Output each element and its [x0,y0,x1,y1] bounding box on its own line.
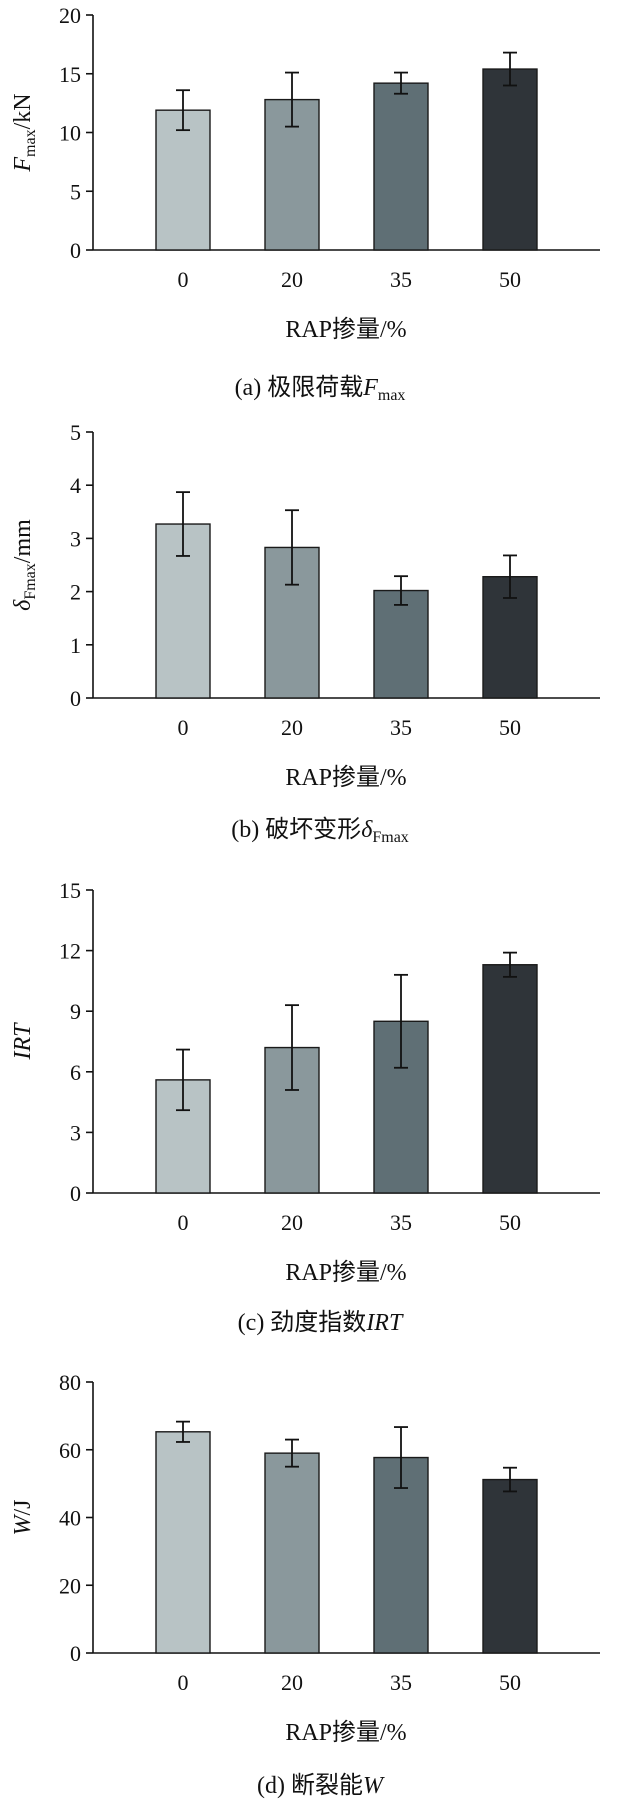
y-axis-title: W/J [10,1499,36,1535]
x-tick-label: 50 [499,715,521,740]
caption-symbol: F [362,375,378,401]
y-axis-title-symbol: IRT [10,1022,36,1061]
y-tick-label: 0 [70,238,81,263]
y-axis-title-symbol: F [10,157,36,173]
x-tick-label: 0 [178,1210,189,1235]
y-axis-title-symbol: W [10,1514,36,1536]
x-tick-label: 50 [499,267,521,292]
y-tick-label: 80 [59,1370,81,1395]
x-tick-label: 35 [390,1210,412,1235]
y-tick-label: 0 [70,1641,81,1666]
x-tick-label: 0 [178,715,189,740]
y-axis-title-unit: /J [10,1499,36,1515]
bar-0 [155,1431,211,1654]
x-tick-label: 35 [390,715,412,740]
y-tick-label: 5 [70,420,81,445]
caption-symbol: IRT [365,1310,404,1336]
y-axis-title-subscript: max [22,129,39,157]
x-tick-label: 35 [390,267,412,292]
x-tick-label: 0 [178,1670,189,1695]
caption-prefix: (d) 断裂能 [257,1772,363,1799]
x-axis-title: RAP掺量/% [285,316,406,343]
x-tick-label: 20 [281,1670,303,1695]
bar-50 [482,1478,538,1654]
y-axis-title-unit: /kN [10,93,36,129]
x-axis-title: RAP掺量/% [285,1719,406,1746]
y-axis-title: δFmax/mm [10,519,39,611]
y-tick-label: 15 [59,62,81,87]
y-tick-label: 1 [70,633,81,658]
caption-subscript: max [378,387,406,404]
y-tick-label: 40 [59,1506,81,1531]
y-tick-label: 15 [59,878,81,903]
y-tick-label: 20 [59,1573,81,1598]
y-tick-label: 12 [59,939,81,964]
caption-symbol: δ [361,817,373,843]
y-tick-label: 60 [59,1438,81,1463]
y-tick-label: 3 [70,1120,81,1145]
y-tick-label: 9 [70,999,81,1024]
bar-35 [373,589,429,699]
caption-subscript: Fmax [372,829,408,846]
y-tick-label: 5 [70,179,81,204]
bar-35 [373,82,429,251]
y-tick-label: 0 [70,1181,81,1206]
bar-50 [482,964,538,1194]
y-axis-title-symbol: δ [10,599,36,611]
y-axis-title: IRT [10,1022,36,1061]
y-tick-label: 4 [70,473,81,498]
bar-0 [155,109,211,251]
y-tick-label: 2 [70,580,81,605]
x-tick-label: 20 [281,267,303,292]
y-axis-title-unit: /mm [10,519,36,563]
y-tick-label: 10 [59,121,81,146]
x-tick-label: 0 [178,267,189,292]
y-tick-label: 3 [70,526,81,551]
x-tick-label: 50 [499,1670,521,1695]
chart-caption: (a) 极限荷载Fmax [235,374,406,404]
x-axis-title: RAP掺量/% [285,764,406,791]
chart-caption: (b) 破坏变形δFmax [231,816,409,846]
caption-prefix: (c) 劲度指数 [238,1309,367,1336]
chart-caption: (c) 劲度指数IRT [238,1309,404,1336]
x-axis-title: RAP掺量/% [285,1259,406,1286]
y-tick-label: 6 [70,1060,81,1085]
y-axis-title: Fmax/kN [10,93,39,172]
x-tick-label: 20 [281,715,303,740]
x-tick-label: 20 [281,1210,303,1235]
y-axis-title-subscript: Fmax [22,563,39,599]
chart-caption: (d) 断裂能W [257,1772,385,1799]
caption-prefix: (b) 破坏变形 [231,816,361,843]
y-tick-label: 0 [70,686,81,711]
x-tick-label: 50 [499,1210,521,1235]
caption-prefix: (a) 极限荷载 [235,374,364,401]
bar-20 [264,1452,320,1654]
x-tick-label: 35 [390,1670,412,1695]
y-tick-label: 20 [59,3,81,28]
caption-symbol: W [363,1773,385,1799]
bar-50 [482,68,538,251]
